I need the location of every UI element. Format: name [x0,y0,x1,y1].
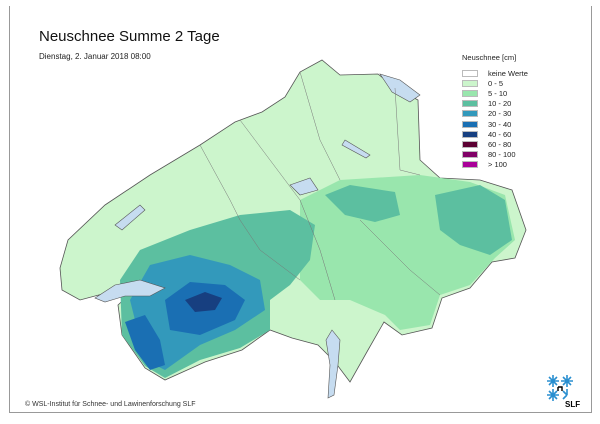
legend-swatch [462,110,478,118]
legend-swatch [462,151,478,159]
legend-swatch [462,100,478,108]
legend-label: 30 - 40 [488,119,512,129]
legend-label: 0 - 5 [488,78,504,88]
legend-label: 60 - 80 [488,139,512,149]
legend-swatch [462,89,478,97]
lake-geneva [94,279,166,303]
legend-label: 5 - 10 [488,88,508,98]
map-frame [9,6,592,413]
legend-swatch [462,161,478,169]
map-title: Neuschnee Summe 2 Tage [39,28,220,45]
legend-item: 10 - 20 [462,99,528,109]
copyright: © WSL-Institut für Schnee- und Lawinenfo… [25,401,196,408]
legend-item: 20 - 30 [462,109,528,119]
legend-swatch [462,79,478,87]
canton-borders [199,71,441,301]
lake-zurich [341,139,371,159]
lake-lucerne [289,177,319,196]
map-date: Dienstag, 2. Januar 2018 08:00 [39,52,151,61]
lake-constance [379,73,421,103]
legend-label: 10 - 20 [488,99,512,109]
legend-item: 40 - 60 [462,129,528,139]
slf-snowflake-logo [547,375,573,401]
legend-item: keine Werte [462,68,528,78]
legend-item: 60 - 80 [462,139,528,149]
snow-region-30-40-sw [125,315,165,370]
legend-item: > 100 [462,160,528,170]
legend-item: 30 - 40 [462,119,528,129]
legend-label: 40 - 60 [488,129,512,139]
legend-swatch [462,130,478,138]
logo-text: SLF [565,400,581,409]
snow-region-10-20-central [325,185,400,222]
legend-item: 80 - 100 [462,150,528,160]
snow-region-40-60 [185,292,222,312]
legend-title: Neuschnee [cm] [462,53,517,62]
legend-swatch [462,140,478,148]
legend-label: 80 - 100 [488,150,516,160]
legend-item: 5 - 10 [462,88,528,98]
lake-neuchatel [114,204,146,231]
legend-swatch [462,69,478,77]
legend-label: > 100 [488,160,507,170]
legend-label: keine Werte [488,68,528,78]
legend-label: 20 - 30 [488,109,512,119]
lake-maggiore [325,329,341,399]
snow-region-10-20-east [435,185,512,255]
legend-item: 0 - 5 [462,78,528,88]
legend-swatch [462,120,478,128]
